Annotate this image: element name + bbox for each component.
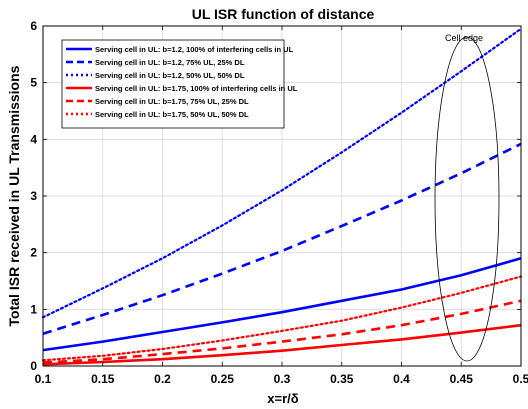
x-tick-label: 0.4 — [393, 372, 410, 386]
legend-label: Serving cell in UL: b=1.2, 75% UL, 25% D… — [95, 58, 245, 67]
legend-items: Serving cell in UL: b=1.2, 100% of inter… — [66, 45, 298, 119]
y-tick-label: 4 — [30, 132, 37, 146]
series-lines — [41, 27, 523, 366]
x-tick-label: 0.15 — [91, 372, 115, 386]
chart-title: UL ISR function of distance — [192, 6, 375, 22]
legend-box — [61, 39, 285, 129]
x-tick-label: 0.3 — [274, 372, 291, 386]
x-tick-label: 0.45 — [450, 372, 474, 386]
x-tick-label: 0.2 — [154, 372, 171, 386]
y-tick-label: 0 — [30, 359, 37, 373]
y-axis-label: Total ISR received in UL Transmissions — [6, 65, 22, 326]
y-tick-label: 3 — [30, 189, 37, 203]
x-tick-label: 0.1 — [35, 372, 52, 386]
legend: Serving cell in UL: b=1.2, 100% of inter… — [61, 39, 298, 129]
legend-label: Serving cell in UL: b=1.75, 50% UL, 50% … — [95, 110, 249, 119]
y-tick-label: 1 — [30, 302, 37, 316]
y-tick-label: 5 — [30, 76, 37, 90]
cell-edge-annotation: Cell edge — [445, 33, 483, 43]
y-tick-label: 6 — [30, 19, 37, 33]
series-line-1 — [42, 142, 522, 335]
series-line-2 — [41, 27, 523, 319]
legend-label: Serving cell in UL: b=1.2, 50% UL, 50% D… — [95, 71, 245, 80]
series-line-5 — [41, 275, 523, 362]
x-tick-label: 0.35 — [330, 372, 354, 386]
series-line-0 — [42, 257, 522, 352]
legend-label: Serving cell in UL: b=1.75, 100% of inte… — [95, 84, 298, 93]
x-axis-label: x=r/δ — [267, 391, 298, 406]
x-tick-label: 0.25 — [211, 372, 235, 386]
series-line-4 — [42, 299, 522, 364]
y-tick-label: 2 — [30, 246, 37, 260]
x-tick-label: 0.5 — [513, 372, 528, 386]
series-line-3 — [42, 323, 522, 366]
legend-label: Serving cell in UL: b=1.2, 100% of inter… — [95, 45, 294, 54]
axis-ticks: 0.1 0.15 0.2 0.25 0.3 0.35 0.4 0.45 0.5 0 1 2 3 4 5 6 — [30, 19, 528, 386]
cell-edge-ellipse — [434, 36, 500, 362]
legend-label: Serving cell in UL: b=1.75, 75% UL, 25% … — [95, 97, 249, 106]
